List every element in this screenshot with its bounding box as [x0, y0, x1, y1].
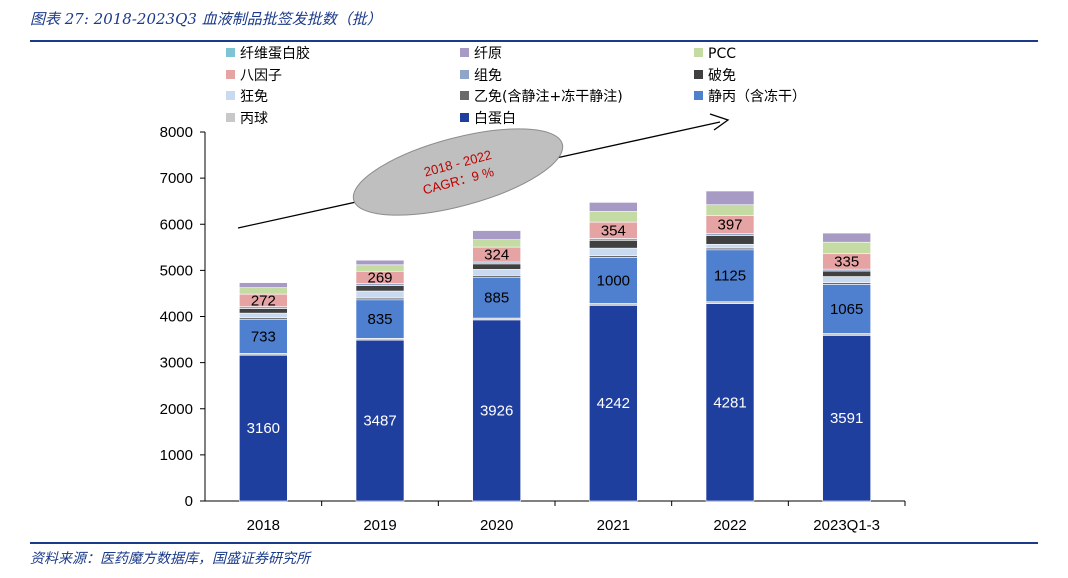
data-label: 3591	[830, 410, 863, 427]
title-rule	[30, 40, 1038, 42]
bar-segment	[472, 230, 521, 241]
data-label: 324	[484, 247, 509, 264]
legend-label: 组免	[474, 68, 502, 84]
bar-segment	[239, 312, 288, 319]
legend-label: 狂免	[240, 89, 268, 105]
legend-swatch	[226, 91, 235, 100]
legend-swatch	[694, 70, 703, 79]
y-tick-label: 5000	[160, 262, 193, 279]
legend-label: 破免	[708, 68, 736, 84]
bar-segment	[705, 243, 755, 249]
bar-segment	[589, 201, 638, 212]
data-label: 335	[834, 253, 859, 270]
legend-label: PCC	[708, 46, 736, 62]
x-tick-label: 2023Q1-3	[813, 517, 880, 534]
data-label: 1000	[597, 272, 630, 289]
legend-swatch	[460, 91, 469, 100]
data-label: 397	[717, 217, 742, 234]
bar-segment	[472, 269, 521, 276]
x-tick-label: 2021	[597, 517, 630, 534]
data-label: 835	[367, 311, 392, 328]
data-label: 3926	[480, 402, 513, 419]
bar-segment	[822, 232, 871, 243]
bar-segment	[355, 259, 405, 266]
y-tick-label: 4000	[160, 309, 193, 326]
data-label: 272	[251, 292, 276, 309]
bar-segment	[472, 276, 521, 319]
bar-segment	[705, 249, 755, 302]
bar-segment	[705, 204, 755, 216]
bar-segment	[472, 263, 521, 270]
bar-segment	[589, 247, 638, 256]
legend-label: 静丙（含冻干）	[708, 88, 806, 105]
legend-label: 丙球	[240, 111, 268, 127]
data-label: 1125	[714, 268, 746, 285]
data-label: 354	[601, 222, 626, 239]
y-tick-label: 6000	[160, 216, 193, 233]
x-tick-label: 2022	[713, 517, 746, 534]
legend-swatch	[694, 91, 703, 100]
x-tick-label: 2020	[480, 517, 513, 534]
y-tick-label: 1000	[160, 447, 193, 464]
bar-segment	[589, 211, 638, 223]
y-tick-label: 7000	[160, 170, 193, 187]
legend-label: 纤原	[474, 46, 502, 62]
bar-segment	[589, 305, 638, 502]
legend-swatch	[460, 70, 469, 79]
data-label: 3160	[247, 420, 280, 437]
data-label: 1065	[830, 301, 863, 318]
bar-segment	[239, 287, 288, 295]
legend-label: 白蛋白	[474, 111, 516, 127]
bar-segment	[355, 264, 405, 272]
bar-segment	[239, 354, 288, 502]
legend-label: 乙免(含静注+冻干静注)	[474, 88, 623, 105]
x-tick-label: 2018	[247, 517, 280, 534]
y-tick-label: 8000	[160, 124, 193, 141]
legend-swatch	[226, 70, 235, 79]
data-label: 4242	[597, 395, 630, 412]
x-tick-label: 2019	[363, 517, 396, 534]
bar-segment	[822, 284, 871, 334]
data-label: 733	[251, 328, 276, 345]
bar-segment	[239, 282, 288, 288]
y-tick-label: 3000	[160, 355, 193, 372]
data-label: 3487	[363, 413, 396, 430]
bar-segment	[705, 235, 755, 245]
bar-segment	[355, 339, 405, 502]
bar-segment	[589, 240, 638, 249]
bar-segment	[705, 303, 755, 502]
legend-swatch	[694, 48, 703, 57]
trend-arrowhead	[709, 113, 730, 131]
data-label: 885	[484, 290, 509, 307]
bar-segment	[705, 190, 755, 206]
chart-title: 图表 27: 2018-2023Q3 血液制品批签发批数（批）	[30, 10, 382, 28]
legend-swatch	[460, 113, 469, 122]
bar-segment	[822, 241, 871, 255]
data-label: 4281	[713, 394, 746, 411]
bar-segment	[822, 276, 871, 283]
bar-segment	[239, 319, 288, 354]
y-tick-label: 2000	[160, 401, 193, 418]
bar-segment	[472, 239, 521, 248]
legend-label: 纤维蛋白胶	[240, 45, 310, 62]
source-note: 资料来源：医药魔方数据库，国盛证券研究所	[30, 551, 310, 567]
cagr-ellipse	[352, 128, 564, 216]
legend-swatch	[226, 48, 235, 57]
y-tick-label: 0	[185, 493, 193, 510]
legend-swatch	[226, 113, 235, 122]
legend-label: 八因子	[240, 68, 282, 84]
bar-segment	[822, 270, 871, 277]
data-label: 269	[367, 269, 392, 286]
bar-segment	[355, 290, 405, 299]
bar-segment	[355, 299, 405, 339]
bar-segment	[589, 257, 638, 304]
source-rule	[30, 542, 1038, 544]
legend-swatch	[460, 48, 469, 57]
bar-segment	[472, 319, 521, 502]
